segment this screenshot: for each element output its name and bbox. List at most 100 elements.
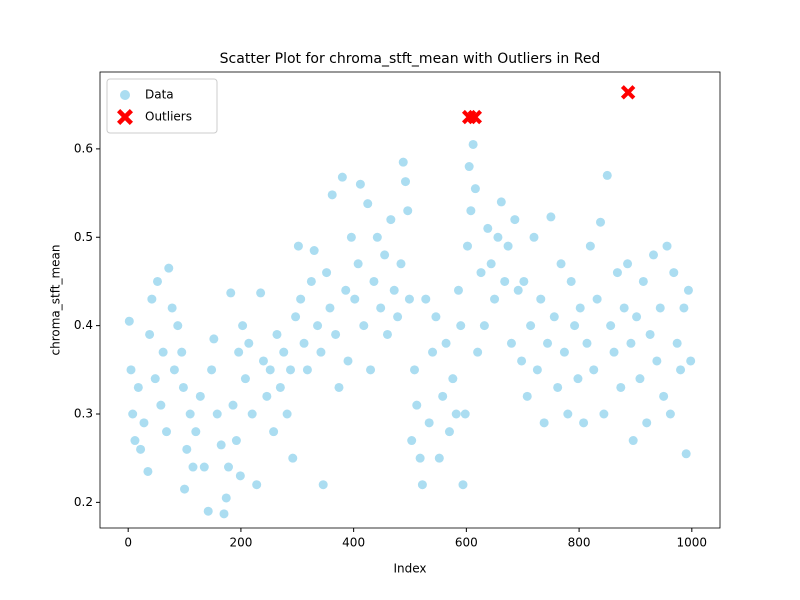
data-point [147,294,157,304]
data-point [417,480,427,490]
data-point [655,303,665,313]
x-tick-label: 200 [229,536,252,550]
data-point [337,172,347,182]
data-point [686,356,696,366]
data-point [532,365,542,375]
data-point [130,436,140,446]
data-point [628,436,638,446]
data-point [219,509,229,519]
data-point [549,312,559,322]
data-point [275,382,285,392]
data-point [570,321,580,331]
data-point [256,288,266,298]
data-point [582,338,592,348]
x-tick-label: 400 [342,536,365,550]
data-point [309,246,319,256]
data-point [573,374,583,384]
data-point [150,374,160,384]
data-point [464,162,474,172]
x-axis-label: Index [393,562,426,576]
data-point [434,453,444,463]
data-point [235,471,245,481]
data-point [428,347,438,357]
data-point [382,329,392,339]
data-point [363,199,373,209]
data-point [596,217,606,227]
data-point [496,197,506,207]
data-point [203,506,213,516]
x-tick-label: 600 [455,536,478,550]
data-point [556,259,566,269]
data-point [522,391,532,401]
data-point [234,347,244,357]
data-point [325,303,335,313]
data-point [279,347,289,357]
data-point [526,321,536,331]
data-point [536,294,546,304]
data-point [410,365,420,375]
data-point [462,241,472,251]
data-point [676,365,686,375]
data-point [396,259,406,269]
data-point [589,365,599,375]
data-point [366,365,376,375]
data-point [599,409,609,419]
y-tick-label: 0.3 [74,407,93,421]
data-point [681,449,691,459]
data-point [143,466,153,476]
data-point [376,303,386,313]
data-point [460,409,470,419]
data-point [224,462,234,472]
legend-box [106,78,218,134]
data-point [393,312,403,322]
y-tick-label: 0.4 [74,318,93,332]
data-point [209,334,219,344]
data-point [579,418,589,428]
data-point [669,268,679,278]
data-point [296,294,306,304]
data-point [585,241,595,251]
data-point [479,321,489,331]
data-point [635,374,645,384]
data-point [369,276,379,286]
data-point [490,294,500,304]
data-point [683,285,693,295]
data-point [389,285,399,295]
data-point [359,321,369,331]
y-tick-label: 0.5 [74,230,93,244]
data-point [334,382,344,392]
data-point [343,356,353,366]
data-point [177,347,187,357]
data-point [293,241,303,251]
data-point [191,427,201,437]
data-point [240,374,250,384]
data-point [543,338,553,348]
data-point [659,391,669,401]
data-point [199,462,209,472]
data-point [167,303,177,313]
data-point [529,232,539,242]
x-tick-label: 0 [124,536,132,550]
data-point [606,321,616,331]
data-point [466,206,476,216]
data-point [679,303,689,313]
legend-marker [117,109,133,125]
data-point [231,436,241,446]
data-point [415,453,425,463]
data-point [228,400,238,410]
data-point [539,418,549,428]
data-point [265,365,275,375]
data-point [612,268,622,278]
data-point [327,190,337,200]
data-point [400,177,410,187]
data-point [470,184,480,194]
data-point [216,440,226,450]
data-point [316,347,326,357]
data-point [456,321,466,331]
data-point [503,241,513,251]
outlier-marker [620,85,636,100]
data-point [473,347,483,357]
data-point [559,347,569,357]
data-point [421,294,431,304]
data-point [262,391,272,401]
